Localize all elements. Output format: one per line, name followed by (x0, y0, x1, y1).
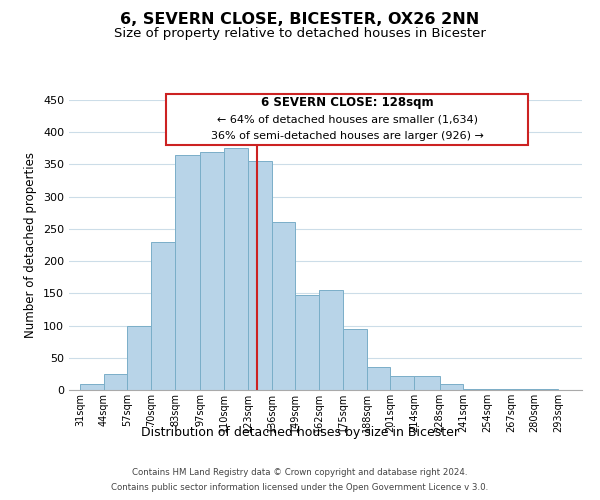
Text: 6 SEVERN CLOSE: 128sqm: 6 SEVERN CLOSE: 128sqm (261, 96, 434, 110)
Bar (224, 148, 248, 390)
Text: 6, SEVERN CLOSE, BICESTER, OX26 2NN: 6, SEVERN CLOSE, BICESTER, OX26 2NN (121, 12, 479, 28)
Bar (272, 222, 295, 390)
Bar (414, 376, 440, 390)
Bar (367, 368, 391, 390)
Bar (343, 329, 367, 390)
FancyBboxPatch shape (166, 94, 528, 145)
Bar (151, 242, 175, 390)
Bar (440, 384, 463, 390)
Bar (104, 374, 127, 390)
Text: 36% of semi-detached houses are larger (926) →: 36% of semi-detached houses are larger (… (211, 132, 484, 141)
Text: Size of property relative to detached houses in Bicester: Size of property relative to detached ho… (114, 28, 486, 40)
Bar (248, 161, 272, 390)
Bar (391, 376, 414, 390)
Text: Contains HM Land Registry data © Crown copyright and database right 2024.: Contains HM Land Registry data © Crown c… (132, 468, 468, 477)
Text: Distribution of detached houses by size in Bicester: Distribution of detached houses by size … (141, 426, 459, 439)
Text: Contains public sector information licensed under the Open Government Licence v : Contains public sector information licen… (112, 483, 488, 492)
Y-axis label: Number of detached properties: Number of detached properties (25, 152, 37, 338)
Bar (319, 290, 343, 390)
Bar (200, 152, 224, 390)
Bar (127, 326, 151, 390)
Text: ← 64% of detached houses are smaller (1,634): ← 64% of detached houses are smaller (1,… (217, 114, 478, 124)
Bar (80, 384, 104, 390)
Bar (175, 155, 200, 390)
Bar (295, 296, 319, 390)
